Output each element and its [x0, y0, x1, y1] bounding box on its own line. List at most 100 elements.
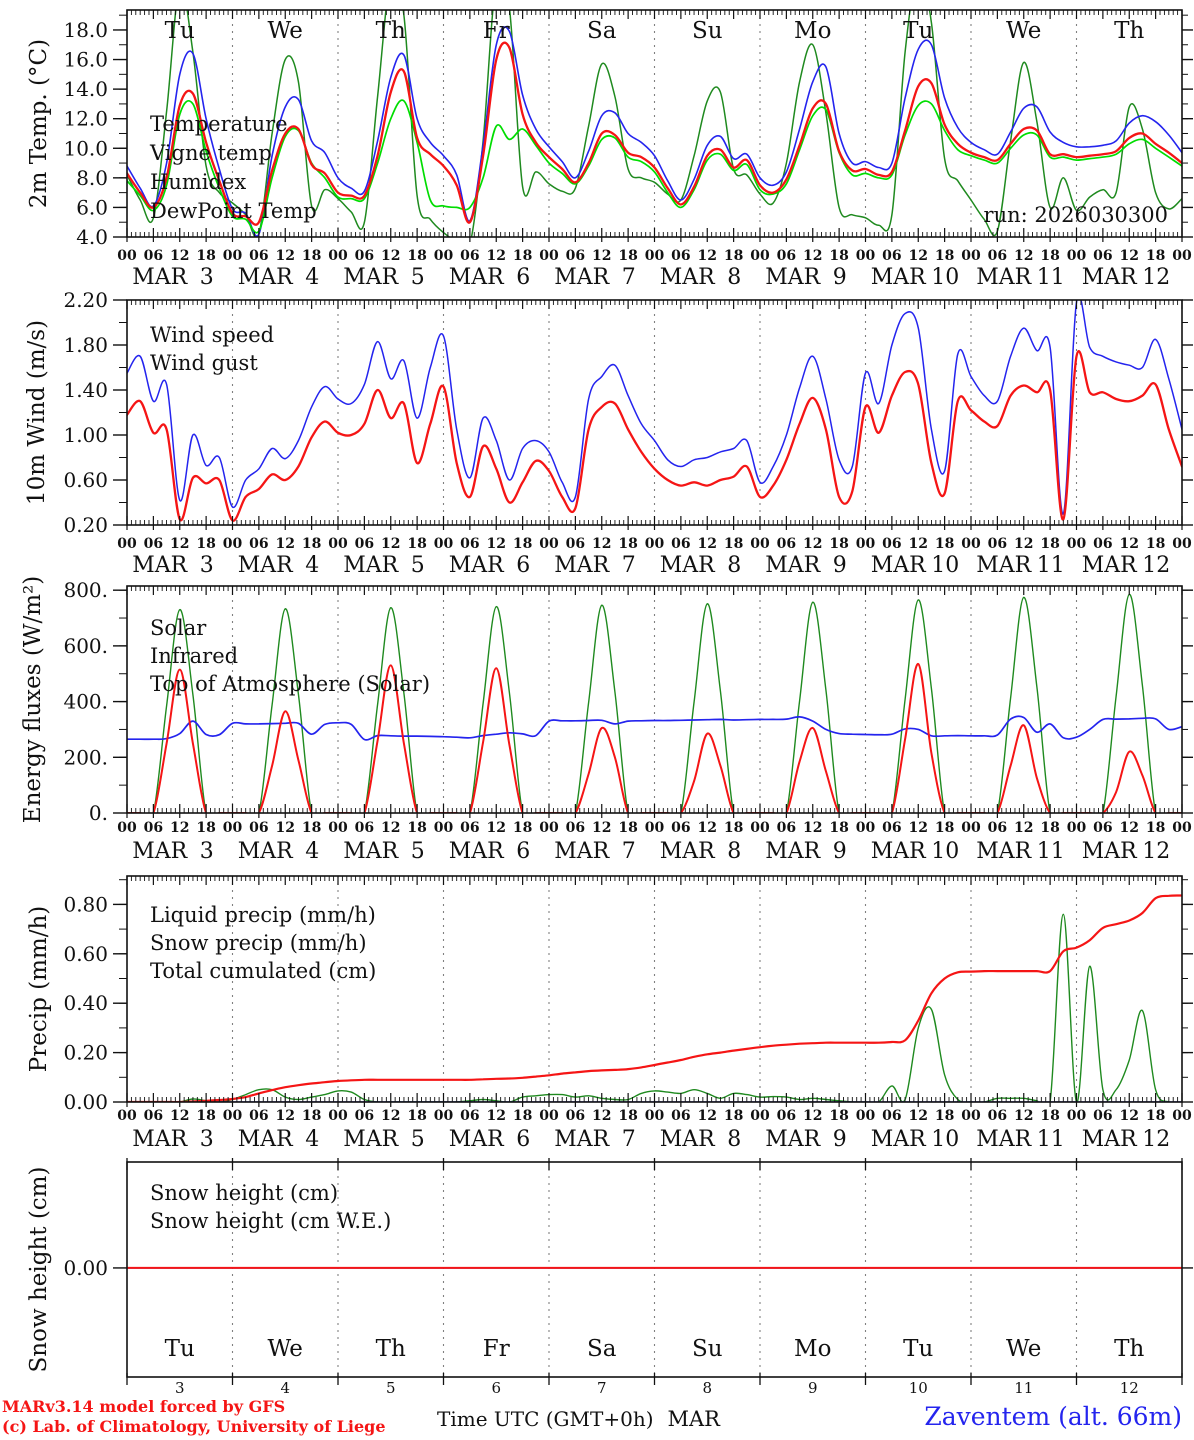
hour-label: 00: [117, 820, 137, 836]
month-label: MAR: [667, 1407, 720, 1431]
hour-label: 12: [381, 536, 400, 552]
hour-label: 06: [988, 536, 1007, 552]
hour-label: 00: [645, 536, 665, 552]
hour-label: 06: [988, 1108, 1007, 1124]
y-tick-label: 16.0: [63, 48, 108, 72]
date-label-day: 5: [411, 553, 425, 575]
date-label-day: 10: [931, 553, 959, 575]
hour-label: 12: [1014, 248, 1033, 264]
day-gridlines: [231, 300, 1078, 525]
hour-label: 00: [434, 820, 454, 836]
y-tick-label: 6.0: [76, 195, 108, 219]
x-ticks: [126, 876, 1183, 1107]
y-ticks: 0. 200. 400. 600. 800.: [63, 578, 1193, 825]
hour-label: 06: [777, 1108, 796, 1124]
hour-label: 06: [988, 820, 1007, 836]
date-labels: MAR 3 MAR 4 MAR 5 MAR 6 MAR 7 MAR 8 MAR 9 MAR 10 MAR 11 MA…: [132, 1127, 1170, 1152]
hour-label: 00: [856, 248, 876, 264]
station-label: Zaventem (alt. 66m): [924, 1402, 1182, 1431]
hour-label: 12: [592, 248, 611, 264]
hour-label: 18: [1146, 248, 1165, 264]
hour-label: 12: [170, 820, 189, 836]
hour-label: 00: [1172, 536, 1192, 552]
date-label-month: MAR: [449, 265, 505, 286]
hour-label: 00: [1172, 248, 1192, 264]
hour-label: 06: [882, 820, 901, 836]
hour-label: 12: [276, 820, 295, 836]
hour-label: 06: [777, 248, 796, 264]
day-number-label: 12: [1120, 1379, 1139, 1397]
hour-label: 18: [196, 248, 215, 264]
hour-label: 12: [276, 536, 295, 552]
snow-height-panel-chart: 0.00 Snow height (cm) Tu We Th Fr Sa Su Mo Tu We Th…: [26, 1158, 1193, 1397]
legend-wind-speed: Wind speed: [150, 323, 274, 347]
date-label-month: MAR: [343, 553, 399, 575]
hour-label: 12: [487, 248, 506, 264]
footer: MARv3.14 model forced by GFS (c) Lab. of…: [0, 1397, 1194, 1440]
model-credit-line1: MARv3.14 model forced by GFS: [2, 1397, 286, 1416]
hour-labels: 00 06 12 18 00 06 12 18 00 06 12 18 00 06 12 18 00 06 12 18…: [117, 820, 1192, 836]
date-label-day: 12: [1142, 839, 1170, 864]
date-label-month: MAR: [765, 553, 821, 575]
date-label-day: 8: [727, 839, 741, 864]
hour-label: 12: [487, 536, 506, 552]
hour-label: 06: [882, 248, 901, 264]
hour-label: 00: [223, 820, 243, 836]
hour-label: 12: [1014, 536, 1033, 552]
day-name-label: Tu: [165, 18, 195, 44]
model-credit-line2: (c) Lab. of Climatology, University of L…: [2, 1417, 386, 1436]
date-label-month: MAR: [976, 553, 1032, 575]
hour-label: 18: [1146, 820, 1165, 836]
legend: Temperature Vigne temp Humidex DewPoint Tem…: [149, 112, 317, 223]
hour-label: 12: [698, 536, 717, 552]
date-label-day: 8: [727, 1127, 741, 1152]
day-gridlines: [231, 1162, 1078, 1377]
date-label-day: 10: [931, 839, 959, 864]
date-label-day: 3: [200, 553, 214, 575]
date-label-day: 8: [727, 553, 741, 575]
hour-label: 00: [750, 820, 770, 836]
day-name-label: We: [1006, 18, 1041, 44]
date-label-month: MAR: [554, 553, 610, 575]
date-label-month: MAR: [238, 553, 294, 575]
hour-labels: 00 06 12 18 00 06 12 18 00 06 12 18 00 06 12 18 00 06 12 18…: [117, 248, 1192, 264]
hour-label: 00: [223, 1108, 243, 1124]
date-labels: MAR 3 MAR 4 MAR 5 MAR 6 MAR 7 MAR 8 MAR 9 MAR 10 MAR 11 MA…: [132, 839, 1170, 864]
day-gridlines: [231, 876, 1078, 1102]
date-label-day: 6: [516, 265, 530, 286]
y-tick-label: 0.00: [63, 1090, 108, 1114]
hour-label: 18: [407, 820, 426, 836]
hour-label: 00: [750, 248, 770, 264]
day-gridlines: [231, 586, 1078, 813]
hour-label: 06: [144, 1108, 163, 1124]
hour-label: 18: [196, 820, 215, 836]
hour-label: 06: [355, 248, 374, 264]
hour-label: 00: [328, 536, 348, 552]
temperature-line: [127, 41, 1182, 226]
date-label-month: MAR: [238, 265, 294, 286]
legend-vigne-temp: Vigne temp: [149, 141, 272, 165]
date-label-day: 3: [200, 265, 214, 286]
legend-humidex: Humidex: [150, 170, 246, 194]
hour-label: 18: [302, 536, 321, 552]
hour-label: 00: [434, 248, 454, 264]
hour-label: 00: [539, 536, 559, 552]
hour-label: 06: [460, 820, 479, 836]
date-label-day: 3: [200, 1127, 214, 1152]
date-label-day: 4: [305, 839, 319, 864]
hour-label: 18: [935, 248, 954, 264]
y-axis-title: 2m Temp. (°C): [26, 39, 52, 208]
date-label-month: MAR: [554, 265, 610, 286]
hour-label: 00: [434, 536, 454, 552]
hour-label: 18: [196, 536, 215, 552]
y-tick-label: 1.80: [63, 333, 108, 357]
legend: Liquid precip (mm/h) Snow precip (mm/h) To…: [150, 903, 376, 983]
y-tick-label: 18.0: [63, 18, 108, 42]
hour-label: 18: [302, 248, 321, 264]
date-label-day: 12: [1142, 1127, 1170, 1152]
hour-label: 06: [249, 248, 268, 264]
hour-label: 12: [1014, 1108, 1033, 1124]
date-label-day: 7: [622, 553, 636, 575]
hour-label: 00: [117, 536, 137, 552]
date-label-month: MAR: [449, 553, 505, 575]
